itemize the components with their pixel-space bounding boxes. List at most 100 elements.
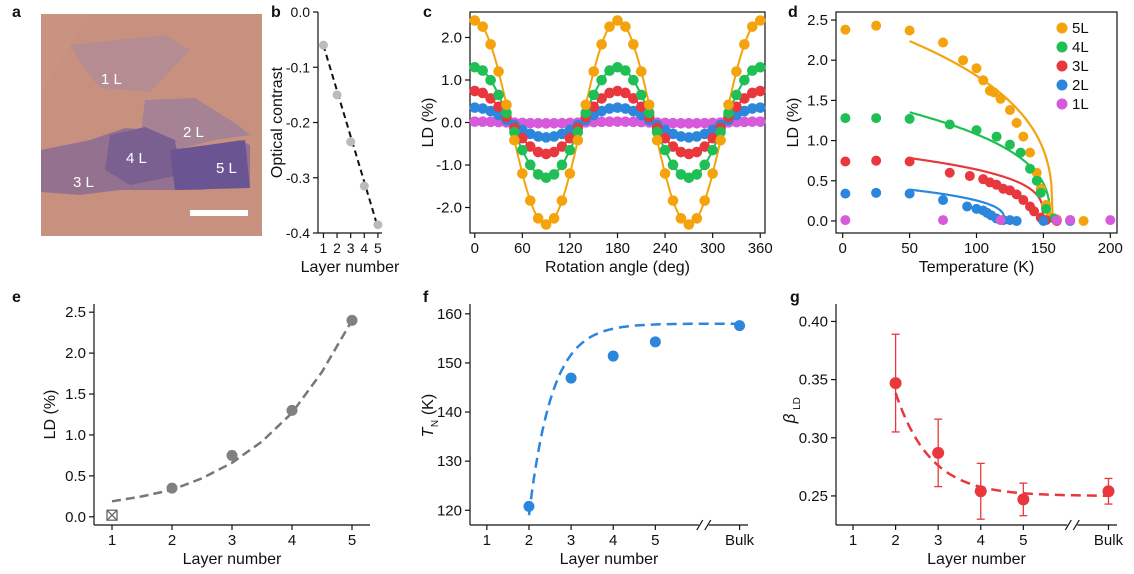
x-tick-label: 200: [1098, 240, 1123, 257]
y-tick-label: 1.5: [807, 92, 828, 109]
data-point-5l: [938, 37, 949, 48]
data-point-4l: [1031, 175, 1042, 186]
data-point-4l: [1025, 163, 1036, 174]
data-point-3l: [540, 148, 552, 160]
y-tick-label: -1.0: [436, 157, 462, 174]
y-tick-label: 160: [437, 306, 462, 323]
chart-e-ld-vs-layer: 1 2 3 4 5 0.0 0.5 1.0 1.5 2.0 2.5 Layer number LD (%…: [42, 304, 370, 568]
data-point-5l: [493, 66, 504, 77]
data-point-4l: [691, 169, 703, 180]
data-point-2l: [628, 105, 639, 117]
data-point-4l: [564, 144, 576, 156]
data-point-4l: [754, 61, 766, 73]
data-point-4l: [991, 131, 1002, 142]
x-tick-label: 150: [1031, 240, 1056, 257]
data-point-4l: [477, 65, 488, 76]
data-point: [974, 485, 987, 498]
x-tick-label: 240: [653, 240, 678, 257]
legend-marker-5l: [1056, 22, 1068, 34]
legend-marker-2l: [1056, 79, 1068, 91]
legend-label-5l: 5L: [1072, 20, 1089, 37]
x-tick-label: 100: [964, 240, 989, 257]
x-axis-label: Temperature (K): [919, 259, 1035, 276]
legend-label-2l: 2L: [1072, 77, 1089, 94]
y-tick-label: 1.0: [807, 133, 828, 150]
data-point-3l: [596, 93, 607, 104]
data-point-1l: [540, 118, 552, 129]
x-axis-label: Layer number: [183, 551, 282, 568]
data-point-4l: [723, 107, 734, 119]
data-point-1l: [604, 116, 615, 128]
x-tick-label: 0: [471, 240, 479, 257]
data-point-1l: [532, 117, 544, 129]
y-label-symbol: T: [420, 426, 437, 437]
data-point-1l: [1105, 215, 1116, 226]
data-point-4l: [485, 74, 496, 86]
x-tick-label: 5: [374, 240, 382, 256]
data-point-5l: [628, 39, 639, 50]
x-axis-label: Rotation angle (deg): [545, 259, 690, 276]
data-point-4l: [683, 172, 695, 184]
data-point-4l: [524, 159, 536, 171]
data-point-3l: [588, 101, 600, 113]
data-point-3l: [747, 87, 758, 99]
data-point-3l: [604, 87, 615, 99]
data-point-5l: [1025, 147, 1036, 158]
data-point-5l: [485, 39, 496, 50]
data-point-3l: [517, 132, 528, 144]
data-point-4l: [1035, 187, 1046, 198]
data-point-2l: [635, 109, 647, 121]
data-point-4l: [840, 113, 851, 124]
data-point-5l: [691, 213, 703, 224]
excluded-point-marker: [106, 509, 118, 521]
data-point-5l: [659, 168, 671, 179]
data-point-5l: [517, 168, 528, 179]
data-point-2l: [675, 131, 687, 142]
x-axis-label: Layer number: [927, 551, 1026, 568]
x-tick-label: 5: [1019, 532, 1027, 549]
data-point-4l: [604, 65, 615, 76]
data-point-4l: [944, 119, 955, 130]
y-tick-label: 2.0: [807, 52, 828, 69]
data-point-4l: [667, 159, 679, 171]
data-point-4l: [548, 169, 560, 180]
data-point: [332, 90, 342, 100]
chart-b-optical-contrast: 1 2 3 4 5 0.0 -0.1 -0.2 -0.3 -0.4 Layer number Opti…: [269, 4, 400, 276]
data-point-3l: [754, 85, 766, 97]
data-point-3l: [739, 93, 750, 104]
data-point-3l: [731, 101, 742, 113]
y-axis-label: Optical contrast: [269, 66, 286, 178]
data-point-3l: [691, 146, 703, 158]
data-point-1l: [739, 116, 750, 128]
data-point-3l: [1029, 206, 1040, 217]
fit-curve-3l: [909, 157, 1045, 221]
data-point-5l: [588, 66, 600, 77]
x-tick-label: 180: [605, 240, 630, 257]
excluded-point-cross: [106, 509, 118, 521]
data-point-1l: [675, 117, 687, 129]
data-point-4l: [588, 89, 600, 101]
y-tick-label: 1.0: [65, 427, 86, 444]
data-point-5l: [754, 15, 766, 26]
data-point-4l: [715, 126, 726, 138]
data-point-5l: [556, 195, 568, 206]
data-point-5l: [1011, 117, 1022, 128]
chart-f-tn-vs-layer: 1 2 3 4 5 Bulk 120 130 140 150 160 Layer number TN (K…: [420, 304, 755, 568]
y-tick-label: 140: [437, 404, 462, 421]
x-tick-label: 5: [348, 532, 356, 549]
data-point-3l: [707, 132, 718, 144]
x-tick-label: 1: [108, 532, 116, 549]
x-tick-label: 5: [651, 532, 659, 549]
panel-letter-a: a: [12, 4, 21, 21]
legend-label-3l: 3L: [1072, 58, 1089, 75]
data-point-3l: [699, 141, 711, 152]
x-tick-label: 2: [333, 240, 341, 256]
data-point-3l: [564, 132, 576, 144]
data-point-3l: [1018, 195, 1029, 206]
fit-curve-2l: [909, 188, 1006, 222]
data-point-5l: [840, 24, 851, 35]
data-point-5l: [667, 195, 679, 206]
data-point-5l: [501, 99, 512, 111]
data-point-1l: [477, 116, 488, 128]
x-tick-label: 3: [347, 240, 355, 256]
